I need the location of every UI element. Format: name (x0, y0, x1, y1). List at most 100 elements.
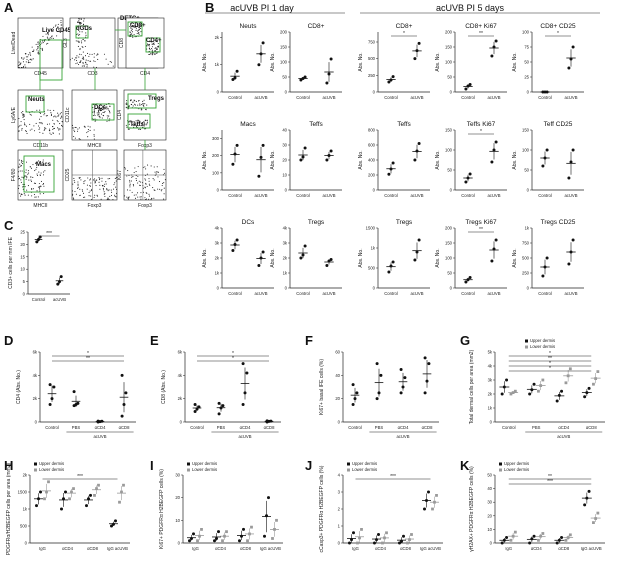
flow-event (43, 114, 45, 116)
data-point (505, 536, 509, 540)
flow-event (148, 45, 150, 47)
data-point (265, 514, 268, 518)
data-point (417, 142, 421, 145)
data-point (387, 172, 391, 176)
flow-event (131, 176, 133, 178)
flow-event (148, 198, 150, 200)
flow-event (87, 131, 89, 133)
flow-event (73, 129, 75, 131)
flow-event (30, 179, 32, 181)
flow-event (140, 125, 142, 127)
flow-event (133, 194, 135, 196)
flow-event (60, 117, 62, 119)
data-point (389, 167, 393, 171)
flow-event (147, 44, 149, 46)
data-point (261, 250, 265, 254)
flow-event (139, 184, 141, 187)
x-tick-label: Control (538, 291, 552, 296)
flow-event (96, 112, 98, 114)
flow-event (137, 166, 139, 168)
flow-event (83, 125, 85, 127)
chart-B: 0 250 500 750 1k Tregs CD25 Abs. No. Control acU… (512, 219, 584, 296)
flow-plot: TregsTeffsFoxp3CD4 (117, 89, 167, 149)
flow-event (139, 103, 141, 105)
flow-event (26, 175, 28, 177)
flow-event (50, 28, 52, 30)
flow-event (25, 172, 27, 174)
flow-event (33, 125, 35, 127)
chart-I: 0 10 20 30 Ki67+ PDGFRα H2BEGFP cells (%) IgG… (159, 461, 283, 551)
flow-event (48, 129, 50, 131)
flow-event (20, 112, 22, 114)
flow-event (17, 65, 20, 67)
chart-B: 0 50 100 150 Teff CD25 Abs. No. Control acUVB (512, 121, 584, 198)
x-tick-label: IgG (505, 546, 512, 551)
flow-event (146, 185, 148, 187)
flow-event (85, 63, 87, 65)
legend-entry: Upper dermis (39, 461, 64, 466)
data-point (200, 528, 203, 531)
flow-event (126, 102, 128, 104)
data-point (427, 362, 431, 366)
flow-event (105, 58, 107, 60)
flow-event (87, 129, 89, 131)
flow-event (110, 61, 112, 63)
flow-plot: dGDs CD3 GL3 (63, 17, 116, 77)
x-tick-label: Control (538, 95, 552, 100)
flow-event (115, 196, 117, 198)
flow-event (151, 50, 153, 52)
flow-event (129, 181, 131, 183)
data-point (528, 541, 532, 545)
flow-event (148, 47, 150, 49)
y-tick-label: 30 (175, 473, 180, 478)
x-tick-label: αCD4 (375, 546, 386, 551)
significance-label: ** (548, 356, 552, 362)
flow-event (163, 172, 166, 174)
data-point (301, 253, 305, 257)
flow-event (47, 42, 49, 45)
panel-letter-d: D (4, 333, 13, 348)
y-tick-label: 4k (215, 226, 220, 231)
flow-plot: Foxp3 CD25 (65, 149, 118, 209)
data-point (45, 490, 48, 494)
flow-event (39, 112, 42, 114)
flow-event (41, 42, 43, 44)
y-axis-label: Abs. No. (358, 52, 364, 71)
data-point (587, 489, 591, 493)
flow-axis-label: CD25 (65, 168, 71, 181)
x-tick-label: Control (538, 193, 552, 198)
data-point (223, 534, 226, 538)
flow-event (87, 136, 89, 138)
flow-event (134, 167, 136, 169)
flow-event (21, 194, 23, 196)
data-point (356, 541, 359, 545)
flow-axis-label: CD11c (65, 107, 71, 122)
flow-event (156, 171, 158, 173)
y-tick-label: 800 (368, 128, 376, 133)
y-tick-label: 200 (212, 153, 220, 158)
flow-event (101, 117, 103, 119)
flow-event (41, 48, 43, 50)
flow-event (23, 119, 25, 121)
flow-event (30, 180, 33, 182)
flow-event (134, 25, 136, 27)
flow-event (84, 40, 86, 42)
y-tick-label: 20 (20, 242, 25, 247)
flow-event (77, 128, 79, 130)
data-point (571, 45, 575, 49)
flow-event (93, 60, 95, 62)
data-point (325, 158, 329, 162)
data-point (259, 52, 263, 56)
data-point (250, 525, 253, 529)
y-tick-label: 0 (285, 286, 288, 291)
flow-event (47, 34, 49, 36)
y-tick-label: 6k (178, 350, 183, 355)
flow-event (73, 135, 75, 138)
data-point (391, 260, 395, 264)
flow-event (89, 178, 92, 180)
flow-event (94, 180, 96, 182)
flow-event (79, 60, 81, 62)
flow-event (71, 194, 74, 196)
y-tick-label: 250 (522, 271, 530, 276)
chart-B: 0 50 100 150 200 CD8+ Abs. No. Control acUVB (270, 23, 342, 100)
